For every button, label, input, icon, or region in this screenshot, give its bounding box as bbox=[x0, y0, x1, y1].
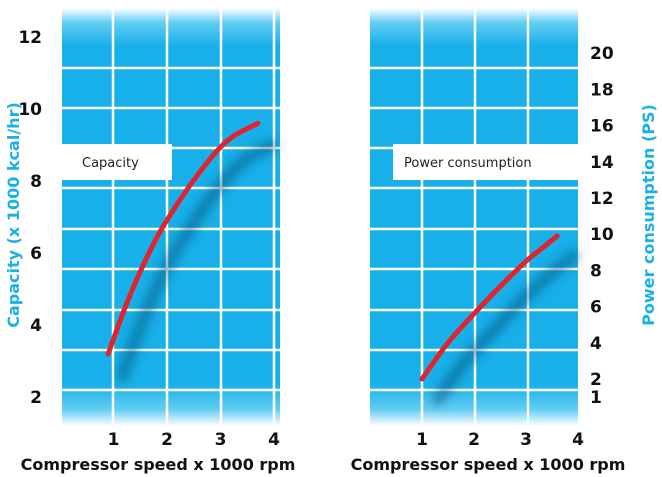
y-tick-label: 20 bbox=[590, 44, 614, 64]
y-tick-label: 6 bbox=[30, 244, 42, 264]
power-curve bbox=[419, 233, 560, 382]
capacity-series-label: Capacity bbox=[82, 156, 139, 171]
y-tick-label: 4 bbox=[590, 334, 602, 354]
y-tick-label: 10 bbox=[590, 225, 614, 245]
x-tick-label: 4 bbox=[572, 430, 584, 450]
y-tick-label: 8 bbox=[30, 172, 42, 192]
y-tick-label: 12 bbox=[18, 28, 42, 48]
y-tick-label: 16 bbox=[590, 117, 614, 137]
power-y-axis-title: Power consumption (PS) bbox=[639, 104, 658, 326]
y-tick-label: 2 bbox=[590, 370, 602, 390]
x-tick-label: 2 bbox=[161, 430, 173, 450]
power-series-label: Power consumption bbox=[404, 156, 532, 171]
power-x-axis-title: Compressor speed x 1000 rpm bbox=[351, 455, 626, 474]
x-tick-label: 1 bbox=[108, 430, 120, 450]
y-tick-label: 6 bbox=[590, 298, 602, 318]
x-tick-label: 1 bbox=[416, 430, 428, 450]
capacity-y-tick-labels: 2 4 6 8 10 12 bbox=[18, 28, 42, 408]
x-tick-label: 3 bbox=[520, 430, 532, 450]
x-tick-label: 3 bbox=[215, 430, 227, 450]
y-tick-label: 18 bbox=[590, 80, 614, 100]
x-tick-label: 4 bbox=[268, 430, 280, 450]
power-series-label-box bbox=[393, 144, 578, 180]
power-x-tick-labels: 1 2 3 4 bbox=[416, 430, 584, 450]
capacity-series-label-box bbox=[62, 144, 172, 180]
capacity-x-tick-labels: 1 2 3 4 bbox=[108, 430, 281, 450]
y-tick-label: 10 bbox=[18, 100, 42, 120]
power-y-tick-labels: 12 4 6 8 10 12 14 16 18 20 bbox=[590, 44, 614, 408]
x-tick-label: 2 bbox=[468, 430, 480, 450]
capacity-y-axis-title: Capacity (x 1000 kcal/hr) bbox=[4, 102, 23, 328]
y-tick-label: 1 bbox=[590, 388, 602, 408]
capacity-curve bbox=[105, 120, 261, 357]
y-tick-label: 14 bbox=[590, 153, 614, 173]
y-tick-label: 8 bbox=[590, 261, 602, 281]
capacity-curve-shadow bbox=[116, 139, 278, 382]
power-curve-shadow bbox=[432, 250, 580, 405]
y-tick-label: 4 bbox=[30, 316, 42, 336]
capacity-x-axis-title: Compressor speed x 1000 rpm bbox=[21, 455, 296, 474]
y-tick-label: 2 bbox=[30, 388, 42, 408]
y-tick-label: 12 bbox=[590, 189, 614, 209]
